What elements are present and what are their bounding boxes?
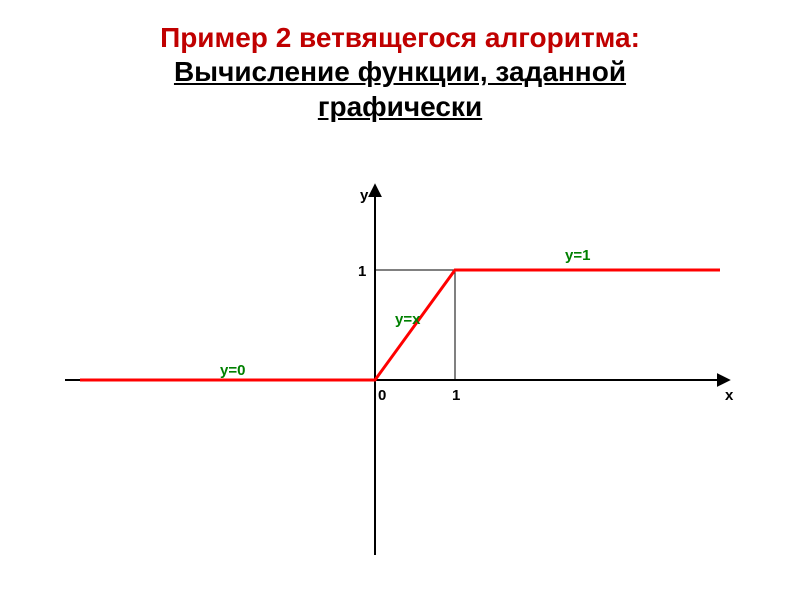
tick-origin: 0 — [378, 387, 386, 404]
chart-area: y x 0 1 1 y=0 y=x y=1 — [60, 180, 740, 560]
title-line2: Вычисление функции, заданной — [0, 54, 800, 89]
title-line1: Пример 2 ветвящегося алгоритма: — [0, 22, 800, 54]
seg-label-left: y=0 — [220, 362, 245, 379]
y-axis-label: y — [360, 187, 369, 204]
seg-label-right: y=1 — [565, 247, 590, 264]
seg-label-mid: y=x — [395, 311, 421, 328]
tick-x-1: 1 — [452, 387, 460, 404]
title-line3: графически — [0, 89, 800, 124]
title-block: Пример 2 ветвящегося алгоритма: Вычислен… — [0, 0, 800, 124]
tick-y-1: 1 — [358, 263, 366, 280]
x-axis-label: x — [725, 387, 734, 404]
chart-svg: y x 0 1 1 y=0 y=x y=1 — [60, 180, 740, 560]
